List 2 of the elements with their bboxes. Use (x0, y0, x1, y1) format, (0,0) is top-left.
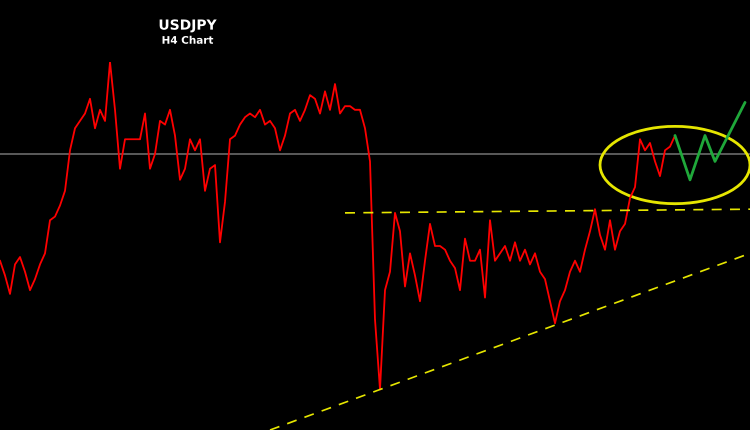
chart-subtitle: H4 Chart (162, 36, 214, 44)
chart-title: USDJPY (160, 19, 217, 32)
